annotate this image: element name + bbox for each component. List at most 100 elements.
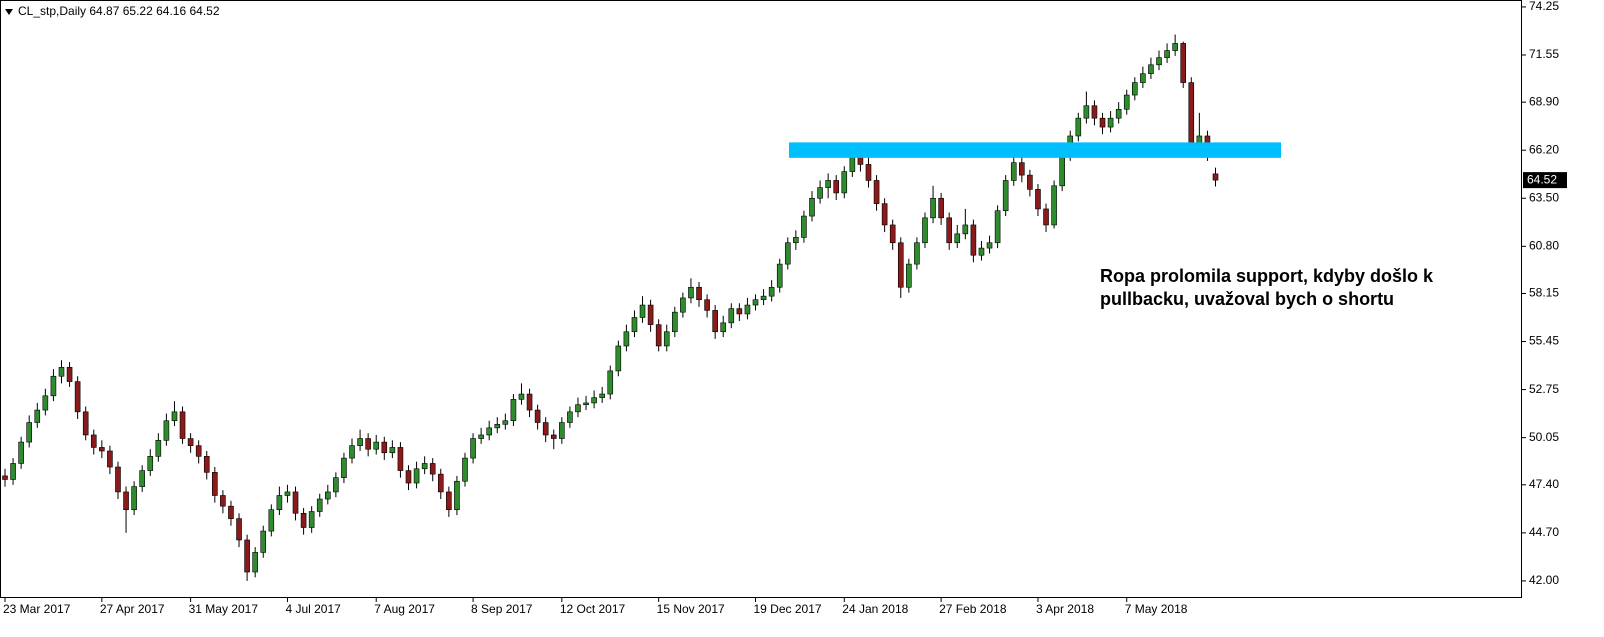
header-value: 65.22: [123, 4, 153, 18]
x-tick-label: 15 Nov 2017: [657, 602, 725, 616]
menu-icon[interactable]: [5, 9, 13, 15]
candle-body: [252, 552, 258, 573]
y-tick-label: 50.05: [1529, 430, 1559, 444]
candle-body: [365, 438, 371, 450]
candle-body: [268, 509, 275, 532]
candle-body: [421, 463, 428, 470]
candle-body: [82, 411, 89, 436]
candle-body: [462, 457, 468, 482]
candle-body: [341, 457, 347, 478]
candle-body: [228, 505, 234, 519]
candle-body: [1212, 173, 1219, 181]
candle-body: [74, 381, 81, 413]
candle-body: [115, 466, 121, 493]
candle-body: [470, 438, 476, 459]
candle-body: [680, 297, 686, 313]
candle-body: [1019, 162, 1025, 176]
x-tick-label: 8 Sep 2017: [471, 602, 533, 616]
candle-body: [542, 422, 549, 436]
candle-body: [397, 447, 404, 471]
candle-body: [26, 422, 33, 443]
candle-body: [1107, 117, 1114, 128]
x-tick-label: 23 Mar 2017: [3, 602, 71, 616]
candle-body: [381, 441, 388, 454]
candle-body: [276, 495, 283, 511]
candle-body: [1043, 208, 1049, 226]
candle-body: [1099, 117, 1106, 128]
candle-body: [324, 491, 331, 500]
candle-body: [179, 411, 186, 439]
candle-body: [720, 322, 727, 333]
support-zone: [789, 142, 1281, 158]
candle-body: [559, 422, 565, 439]
candle-body: [1115, 108, 1122, 119]
candle-body: [518, 393, 525, 400]
candle-body: [575, 404, 581, 413]
candle-body: [155, 440, 162, 457]
x-tick-label: 3 Apr 2018: [1036, 602, 1094, 616]
candle-body: [978, 247, 985, 256]
y-tick-label: 58.15: [1529, 286, 1559, 300]
y-tick-label: 66.20: [1529, 142, 1559, 156]
candle-body: [1002, 180, 1009, 212]
candle-body: [841, 171, 848, 194]
candle-body: [793, 237, 799, 244]
y-tick-label: 68.90: [1529, 94, 1559, 108]
candle-body: [486, 427, 493, 436]
candle-body: [1123, 94, 1130, 110]
candle-body: [107, 450, 113, 468]
symbol: CL_stp,Daily: [18, 4, 86, 18]
candle-body: [784, 242, 791, 265]
candle-body: [752, 299, 759, 306]
y-tick-label: 71.55: [1529, 47, 1559, 61]
candle-body: [10, 463, 16, 480]
candle-body: [567, 411, 573, 423]
candle-body: [300, 512, 307, 528]
candle-body: [50, 375, 57, 397]
candle-body: [123, 491, 129, 511]
candle-body: [405, 470, 412, 484]
candle-body: [1059, 153, 1065, 187]
candle-body: [131, 486, 137, 511]
candle-body: [357, 438, 363, 446]
candle-body: [316, 498, 323, 512]
candle-body: [954, 233, 961, 244]
candle-body: [526, 393, 533, 411]
candle-body: [986, 242, 993, 249]
candle-body: [413, 468, 420, 484]
price-label-bg: [1523, 172, 1567, 189]
candle-body: [171, 411, 178, 422]
candle-body: [1188, 82, 1195, 151]
y-tick-label: 44.70: [1529, 525, 1559, 539]
candle-body: [946, 217, 952, 244]
candle-body: [776, 263, 783, 288]
y-tick-label: 52.75: [1529, 382, 1559, 396]
candle-body: [58, 367, 65, 377]
candle-body: [389, 447, 396, 454]
candle-body: [494, 423, 501, 429]
candle-body: [970, 224, 977, 256]
candle-body: [1148, 64, 1154, 74]
candle-body: [446, 491, 452, 511]
candle-body: [817, 187, 823, 199]
candle-body: [930, 197, 936, 219]
candle-body: [1010, 162, 1017, 181]
candle-body: [704, 299, 710, 311]
candle-body: [90, 434, 97, 448]
candle-body: [550, 434, 557, 439]
candle-body: [615, 345, 622, 372]
candle-body: [1156, 57, 1162, 66]
candle-body: [728, 308, 735, 324]
candle-body: [760, 295, 767, 301]
candle-body: [308, 511, 315, 528]
candle-body: [962, 224, 969, 235]
annotation: Ropa prolomila support, kdyby došlo k: [1100, 266, 1434, 286]
candle-body: [599, 393, 605, 398]
candle-body: [18, 441, 24, 464]
candle-body: [889, 224, 896, 244]
candle-body: [42, 395, 49, 411]
candle-body: [1075, 117, 1082, 137]
candle-body: [1164, 50, 1170, 58]
x-tick-label: 27 Feb 2018: [939, 602, 1007, 616]
